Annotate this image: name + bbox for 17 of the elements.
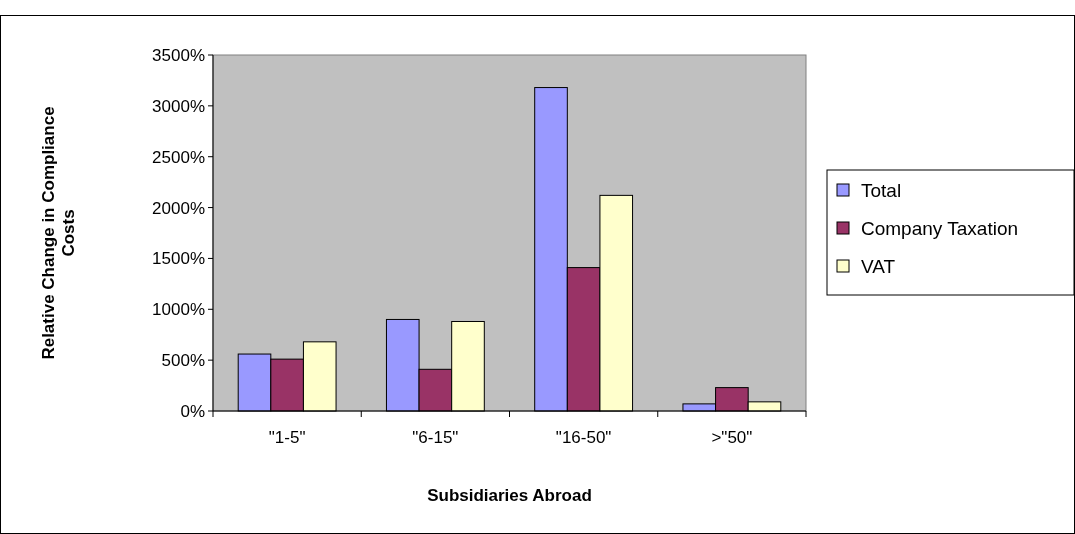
y-tick-label: 1000%: [152, 300, 205, 320]
y-axis-title: Relative Change in Compliance Costs: [39, 106, 78, 360]
y-tick-label: 2000%: [152, 198, 205, 218]
legend-label: Total: [861, 179, 902, 201]
x-tick-label: "16-50": [555, 428, 612, 447]
y-tick-label: 1500%: [152, 249, 205, 269]
y-tick-label: 2500%: [152, 147, 205, 167]
legend-label: VAT: [861, 255, 896, 277]
y-tick-label: 3500%: [152, 45, 205, 65]
x-axis-title: Subsidiaries Abroad: [427, 486, 592, 505]
y-tick-label: 500%: [161, 351, 205, 371]
legend-label: Company Taxation: [861, 217, 1019, 239]
y-tick-label: 0%: [180, 401, 205, 421]
x-tick-label: >"50": [711, 428, 753, 447]
x-tick-label: "6-15": [412, 428, 459, 447]
x-tick-label: "1-5": [268, 428, 306, 447]
y-tick-label: 3000%: [152, 96, 205, 116]
